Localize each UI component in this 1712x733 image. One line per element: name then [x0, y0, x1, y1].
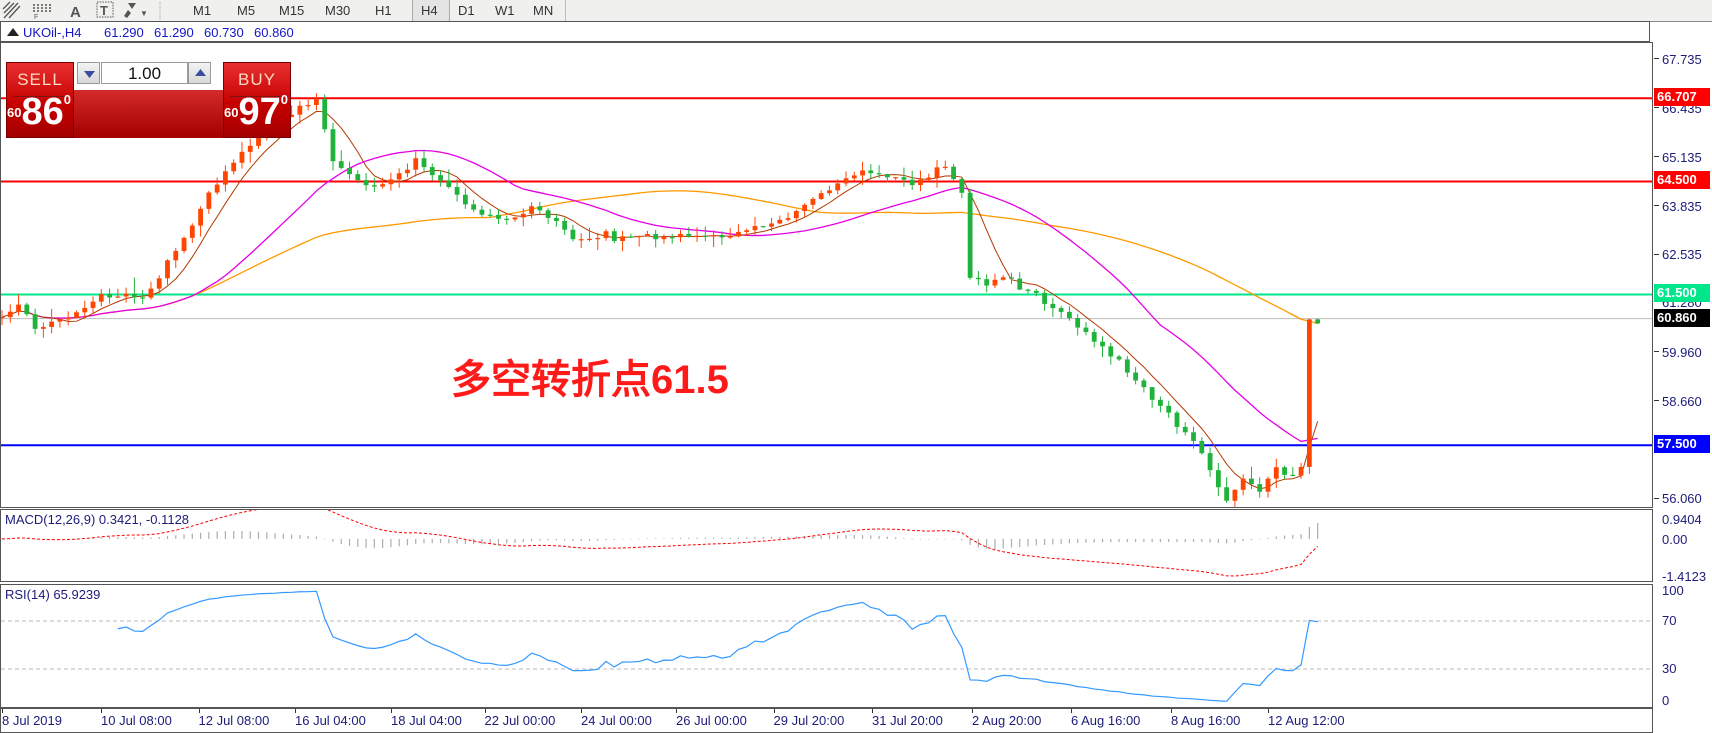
svg-text:F: F	[34, 14, 38, 21]
svg-text:多空转折点61.5: 多空转折点61.5	[451, 358, 729, 402]
svg-text:▼: ▼	[140, 9, 148, 18]
svg-text:A: A	[70, 4, 81, 21]
svg-text:T: T	[100, 3, 108, 18]
